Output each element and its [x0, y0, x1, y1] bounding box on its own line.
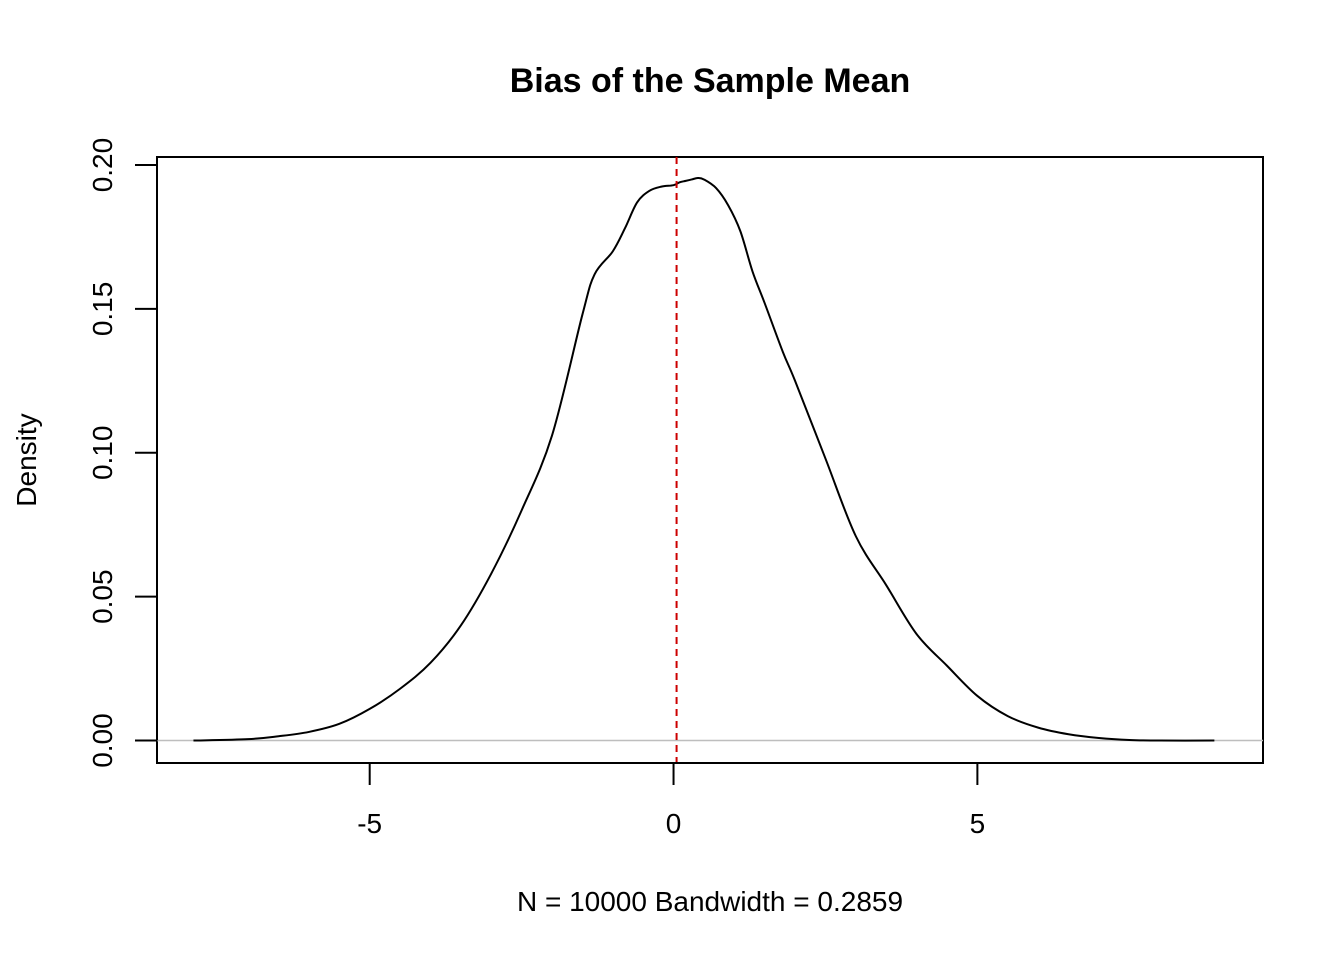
density-curve-0: [193, 176, 1215, 742]
x-tick-label: -5: [357, 808, 382, 839]
series-layer: [193, 176, 1215, 742]
x-axis-label: N = 10000 Bandwidth = 0.2859: [517, 886, 903, 917]
x-tick-label: 5: [970, 808, 986, 839]
plot-frame: [156, 156, 1264, 764]
y-tick-label: 0.00: [87, 713, 118, 768]
y-tick-label: 0.05: [87, 569, 118, 624]
chart-title: Bias of the Sample Mean: [510, 62, 911, 100]
y-tick-label: 0.10: [87, 426, 118, 481]
y-axis-label: Density: [11, 413, 42, 506]
x-tick-label: 0: [666, 808, 682, 839]
y-tick-label: 0.15: [87, 282, 118, 337]
y-tick-label: 0.20: [87, 138, 118, 193]
y-axis: 0.00 0.05 0.10 0.15 0.20: [87, 138, 158, 768]
x-axis: -5 0 5: [357, 762, 986, 839]
